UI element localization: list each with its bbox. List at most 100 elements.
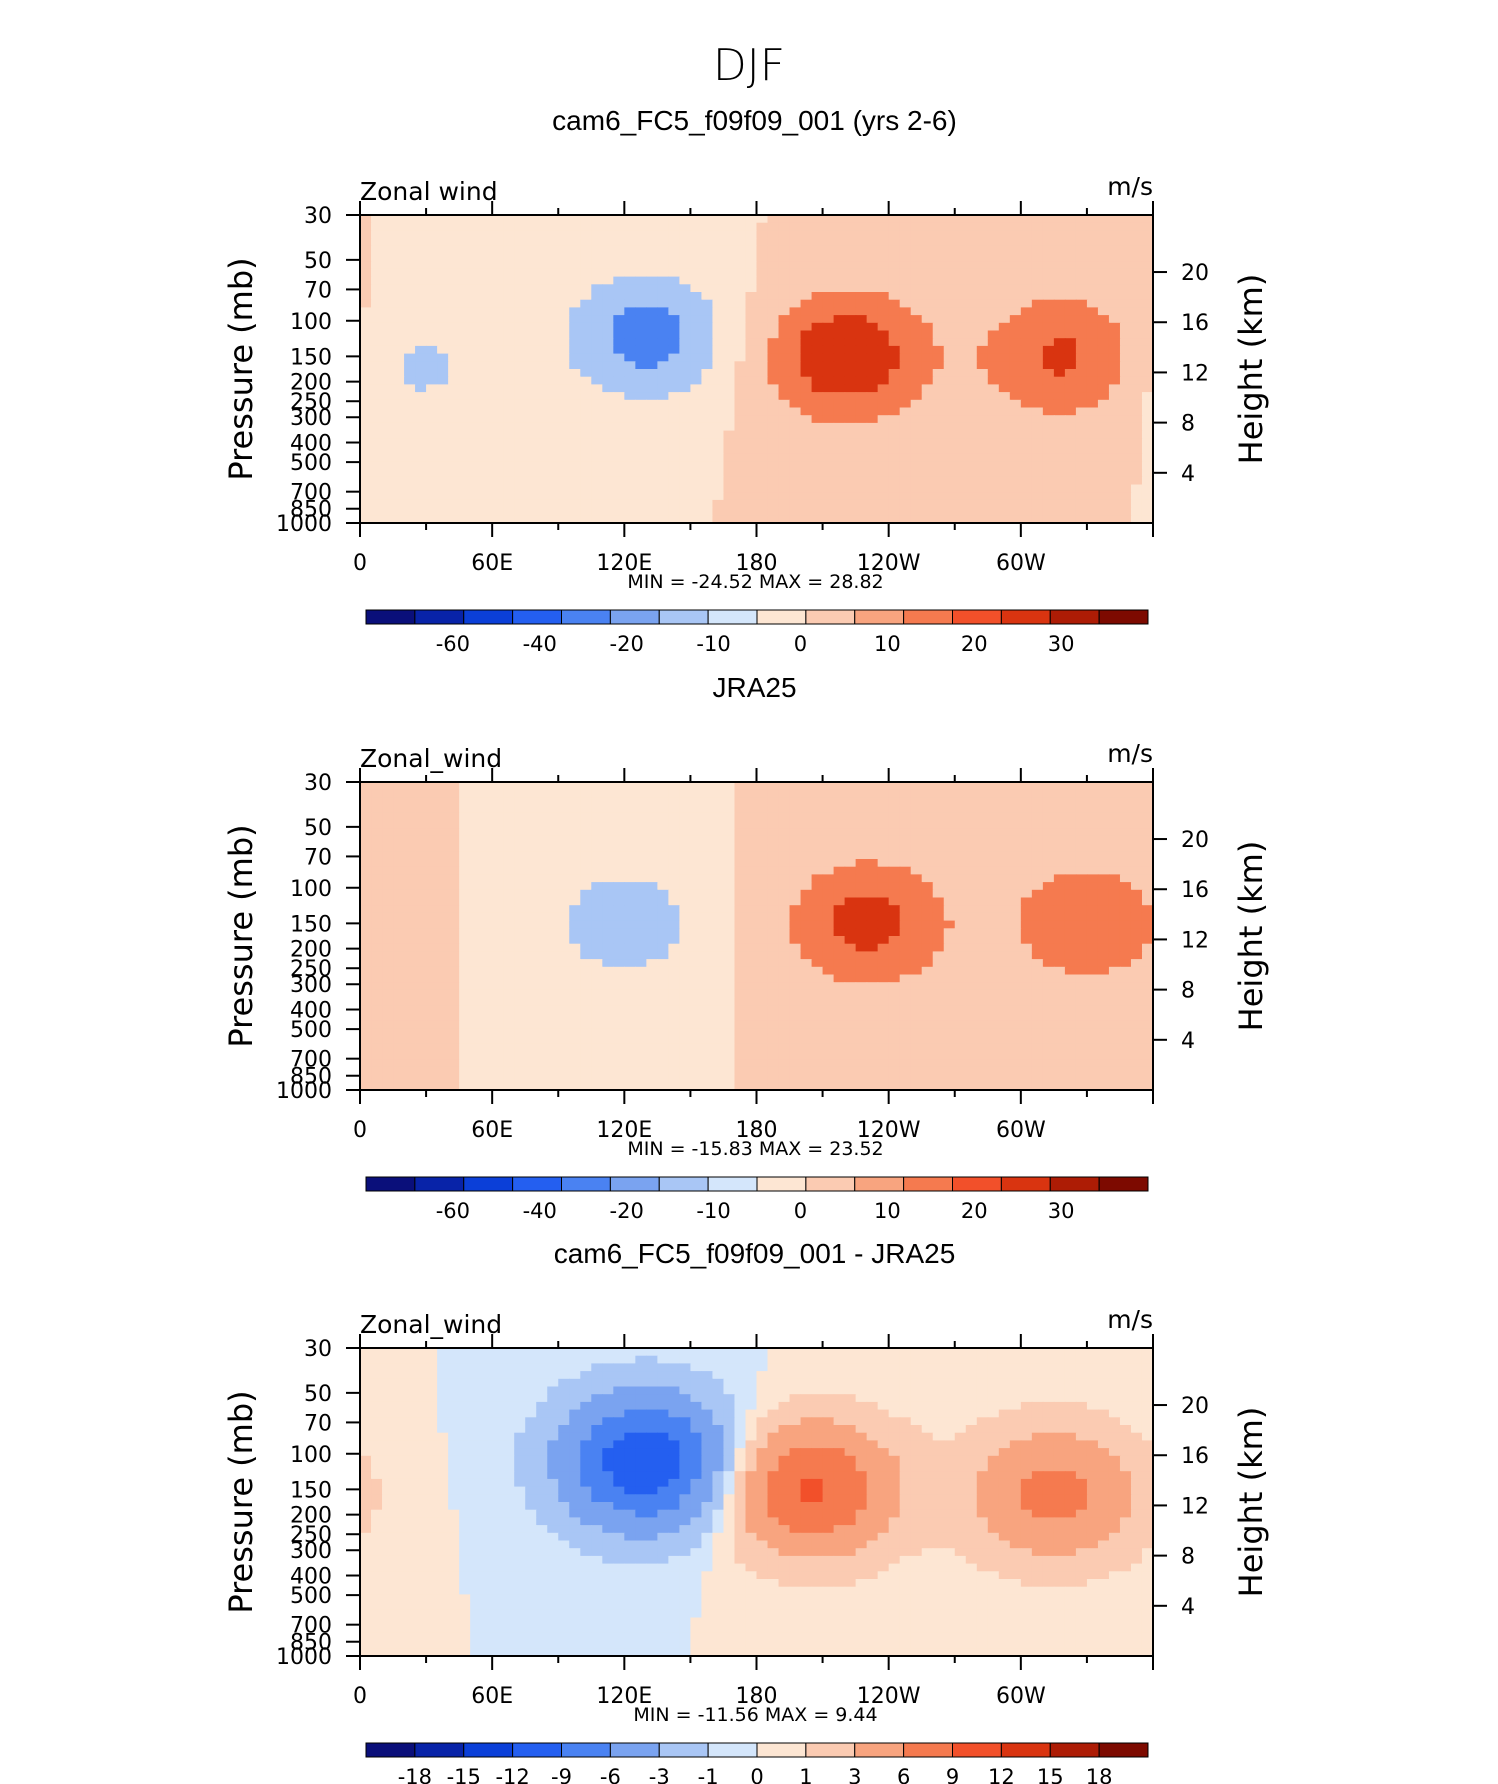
contour-cell bbox=[426, 253, 438, 262]
contour-cell bbox=[712, 446, 725, 455]
contour-cell bbox=[789, 820, 802, 829]
contour-cell bbox=[415, 812, 427, 822]
contour-cell bbox=[371, 989, 383, 999]
contour-cell bbox=[602, 268, 614, 278]
contour-cell bbox=[360, 476, 372, 486]
contour-cell bbox=[778, 828, 791, 837]
contour-cell bbox=[767, 843, 780, 852]
contour-cell bbox=[734, 322, 747, 332]
contour-cell bbox=[866, 307, 879, 316]
contour-cell bbox=[800, 284, 813, 293]
contour-cell bbox=[712, 820, 725, 829]
contour-cell bbox=[932, 843, 945, 852]
contour-cell bbox=[767, 889, 780, 899]
contour-cell bbox=[855, 222, 868, 231]
contour-cell bbox=[778, 238, 791, 247]
contour-cell bbox=[899, 905, 912, 914]
contour-cell bbox=[1031, 484, 1044, 493]
contour-cell bbox=[1141, 215, 1154, 224]
contour-cell bbox=[833, 245, 846, 255]
contour-cell bbox=[833, 345, 846, 355]
contour-cell bbox=[437, 835, 449, 845]
contour-cell bbox=[404, 276, 416, 285]
contour-cell bbox=[668, 828, 680, 837]
contour-cell bbox=[668, 797, 680, 806]
contour-cell bbox=[613, 392, 625, 401]
contour-cell bbox=[426, 928, 438, 937]
contour-cell bbox=[448, 453, 460, 462]
contour-cell bbox=[558, 912, 570, 922]
contour-cell bbox=[1031, 951, 1044, 960]
contour-cell bbox=[1031, 820, 1044, 829]
contour-cell bbox=[712, 905, 725, 914]
contour-cell bbox=[866, 928, 879, 937]
contour-cell bbox=[866, 338, 879, 347]
contour-cell bbox=[789, 797, 802, 806]
contour-cell bbox=[1119, 415, 1132, 424]
contour-cell bbox=[1108, 330, 1121, 339]
contour-cell bbox=[437, 492, 449, 501]
contour-cell bbox=[1097, 859, 1110, 868]
contour-cell bbox=[844, 338, 857, 347]
contour-cell bbox=[360, 284, 372, 293]
contour-cell bbox=[943, 515, 956, 524]
contour-cell bbox=[734, 943, 747, 952]
contour-cell bbox=[624, 330, 636, 339]
contour-cell bbox=[712, 476, 725, 486]
contour-cell bbox=[1053, 461, 1066, 470]
contour-cell bbox=[1064, 268, 1077, 278]
contour-cell bbox=[602, 361, 614, 370]
contour-cell bbox=[360, 905, 372, 914]
contour-cell bbox=[602, 866, 614, 875]
contour-cell bbox=[1053, 982, 1066, 991]
contour-cell bbox=[690, 238, 703, 247]
contour-cell bbox=[591, 982, 603, 991]
contour-cell bbox=[591, 376, 603, 385]
contour-cell bbox=[1086, 245, 1099, 255]
contour-cell bbox=[800, 920, 813, 929]
contour-cell bbox=[1086, 492, 1099, 501]
contour-cell bbox=[811, 989, 824, 999]
contour-cell bbox=[965, 338, 978, 347]
contour-cell bbox=[624, 253, 636, 262]
contour-cell bbox=[503, 245, 515, 255]
contour-cell bbox=[536, 430, 548, 439]
contour-cell bbox=[1064, 889, 1077, 899]
contour-cell bbox=[481, 446, 493, 455]
contour-cell bbox=[382, 430, 394, 439]
contour-cell bbox=[437, 859, 449, 868]
contour-cell bbox=[415, 399, 427, 409]
contour-cell bbox=[976, 276, 989, 285]
contour-cell bbox=[811, 446, 824, 455]
contour-cell bbox=[635, 859, 647, 868]
contour-cell bbox=[580, 951, 592, 960]
contour-cell bbox=[789, 959, 802, 968]
contour-cell bbox=[1130, 315, 1143, 324]
contour-cell bbox=[558, 268, 570, 278]
contour-cell bbox=[448, 268, 460, 278]
contour-cell bbox=[734, 951, 747, 960]
contour-cell bbox=[635, 353, 647, 362]
contour-cell bbox=[382, 851, 394, 860]
contour-cell bbox=[437, 499, 449, 509]
contour-cell bbox=[745, 369, 758, 378]
contour-cell bbox=[910, 828, 923, 837]
contour-cell bbox=[1031, 415, 1044, 424]
min-max-stats: MIN = -24.52 MAX = 28.82 bbox=[627, 571, 883, 593]
contour-cell bbox=[855, 284, 868, 293]
contour-cell bbox=[448, 897, 460, 906]
contour-cell bbox=[547, 797, 559, 806]
contour-cell bbox=[855, 453, 868, 462]
contour-cell bbox=[877, 245, 890, 255]
contour-cell bbox=[789, 292, 802, 301]
contour-cell bbox=[503, 399, 515, 409]
contour-cell bbox=[1064, 422, 1077, 432]
contour-cell bbox=[415, 982, 427, 991]
contour-cell bbox=[1064, 812, 1077, 822]
contour-cell bbox=[448, 484, 460, 493]
contour-cell bbox=[668, 353, 680, 362]
contour-cell bbox=[525, 315, 537, 324]
contour-cell bbox=[734, 399, 747, 409]
contour-cell bbox=[382, 499, 394, 509]
contour-cell bbox=[426, 859, 438, 868]
